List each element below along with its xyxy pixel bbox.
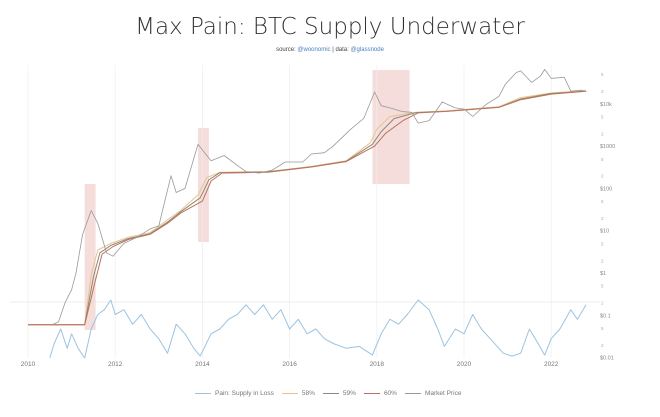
series-line-market-price — [51, 69, 587, 326]
y-tick-label: $0.01 — [600, 356, 614, 362]
y-minor-tick-label: 5 — [601, 241, 604, 246]
y-tick-label: $0.1 — [600, 313, 611, 319]
legend: Pain: Supply in Loss 58% 59% 60% Market Pric… — [195, 390, 461, 397]
y-minor-tick-label: 2 — [601, 131, 604, 136]
x-tick-label: 2012 — [108, 361, 123, 368]
y-minor-tick-label: 5 — [601, 284, 604, 289]
y-minor-tick-label: 2 — [601, 216, 604, 221]
legend-label: Pain: Supply in Loss — [215, 390, 274, 397]
data-link[interactable]: @glassnode — [350, 47, 384, 53]
y-minor-tick-label: 2 — [601, 301, 604, 306]
y-tick-label: $10 — [600, 229, 609, 235]
legend-item[interactable]: Pain: Supply in Loss — [195, 390, 274, 397]
series-line-pain-supply-in-loss — [49, 299, 587, 359]
legend-item[interactable]: 60% — [363, 390, 397, 397]
series-line-58- — [28, 90, 587, 326]
y-minor-tick-label: 2 — [601, 174, 604, 179]
source-link[interactable]: @woonomic — [297, 47, 331, 53]
y-minor-tick-label: 5 — [601, 157, 604, 162]
chart-title: Max Pain: BTC Supply Underwater — [135, 14, 525, 40]
series-line-59- — [28, 90, 587, 326]
shaded-period — [372, 70, 410, 184]
data-label: data: — [335, 47, 349, 53]
y-tick-label: $100 — [600, 186, 612, 192]
source-label: source: — [276, 47, 296, 53]
y-minor-tick-label: 2 — [601, 343, 604, 348]
y-tick-label: $10k — [600, 102, 612, 108]
y-minor-tick-label: 5 — [601, 72, 604, 77]
series-line-60- — [28, 90, 587, 326]
y-minor-tick-label: 5 — [601, 326, 604, 331]
legend-item[interactable]: 59% — [322, 390, 356, 397]
y-minor-tick-label: 5 — [601, 115, 604, 120]
x-tick-label: 2016 — [282, 361, 297, 368]
x-tick-label: 2014 — [195, 361, 210, 368]
shaded-period — [84, 184, 96, 330]
x-tick-label: 2010 — [21, 361, 36, 368]
chart-subtitle: source: @woonomic | data: @glassnode — [0, 47, 660, 53]
x-tick-label: 2020 — [457, 361, 472, 368]
legend-swatch — [363, 393, 380, 394]
y-minor-tick-label: 2 — [601, 89, 604, 94]
separator: | — [332, 47, 334, 53]
legend-swatch — [322, 393, 339, 394]
legend-label: Market Price — [424, 390, 462, 397]
legend-item[interactable]: Market Price — [404, 390, 462, 397]
legend-label: 60% — [383, 390, 397, 397]
y-tick-label: $1 — [600, 271, 606, 277]
x-tick-label: 2018 — [370, 361, 385, 368]
y-minor-tick-label: 2 — [601, 258, 604, 263]
legend-swatch — [195, 393, 211, 394]
y-minor-tick-label: 5 — [601, 199, 604, 204]
legend-swatch — [404, 393, 421, 394]
legend-swatch — [281, 393, 298, 394]
legend-label: 59% — [342, 390, 356, 397]
legend-item[interactable]: 58% — [281, 390, 315, 397]
legend-label: 58% — [301, 390, 315, 397]
x-tick-label: 2022 — [544, 361, 559, 368]
y-tick-label: $1000 — [600, 144, 615, 150]
